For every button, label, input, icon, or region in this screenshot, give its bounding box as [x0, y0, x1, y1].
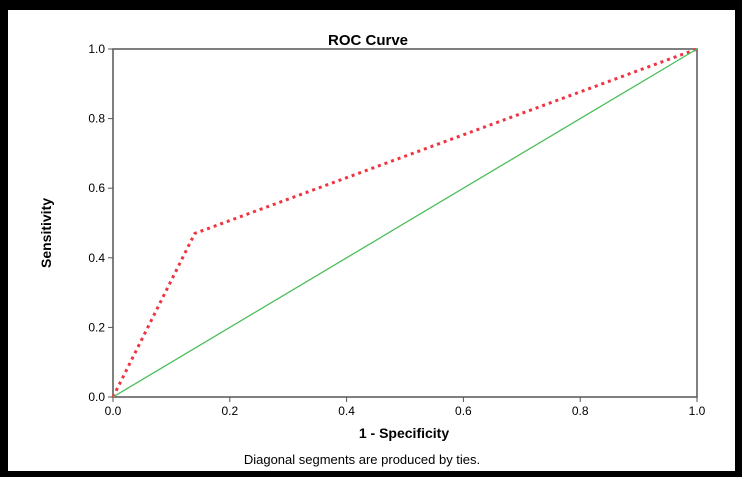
x-tick-label: 0.8 — [572, 404, 589, 418]
plot-area: 0.0 0.2 0.4 0.6 0.8 1.0 0.0 0.2 0.4 0.6 0.8 1.0 — [88, 42, 705, 418]
y-axis-label: Sensitivity — [38, 198, 54, 268]
chart-title: ROC Curve — [328, 32, 408, 49]
y-tick-label: 1.0 — [88, 42, 105, 56]
roc-chart: ROC Curve 0.0 0.2 0.4 0.6 0.8 1.0 0.0 0.2 0.4 0.6… — [38, 32, 706, 467]
reference-diagonal-line — [112, 48, 698, 398]
chart-panel: ROC Curve 0.0 0.2 0.4 0.6 0.8 1.0 0.0 0.2 0.4 0.6… — [8, 10, 735, 471]
plot-frame — [112, 48, 698, 398]
y-tick-label: 0.4 — [88, 251, 105, 265]
x-axis-label: 1 - Specificity — [359, 425, 449, 441]
y-tick-label: 0.6 — [88, 181, 105, 195]
x-tick-label: 1.0 — [689, 404, 706, 418]
x-tick-label: 0.6 — [455, 404, 472, 418]
x-tick-label: 0.4 — [338, 404, 355, 418]
y-tick-label: 0.0 — [88, 390, 105, 404]
chart-footnote: Diagonal segments are produced by ties. — [244, 452, 480, 467]
x-tick-label: 0.0 — [105, 404, 122, 418]
y-tick-label: 0.2 — [88, 320, 105, 334]
x-tick-label: 0.2 — [221, 404, 238, 418]
roc-curve-line — [111, 47, 698, 398]
y-tick-label: 0.8 — [88, 112, 105, 126]
